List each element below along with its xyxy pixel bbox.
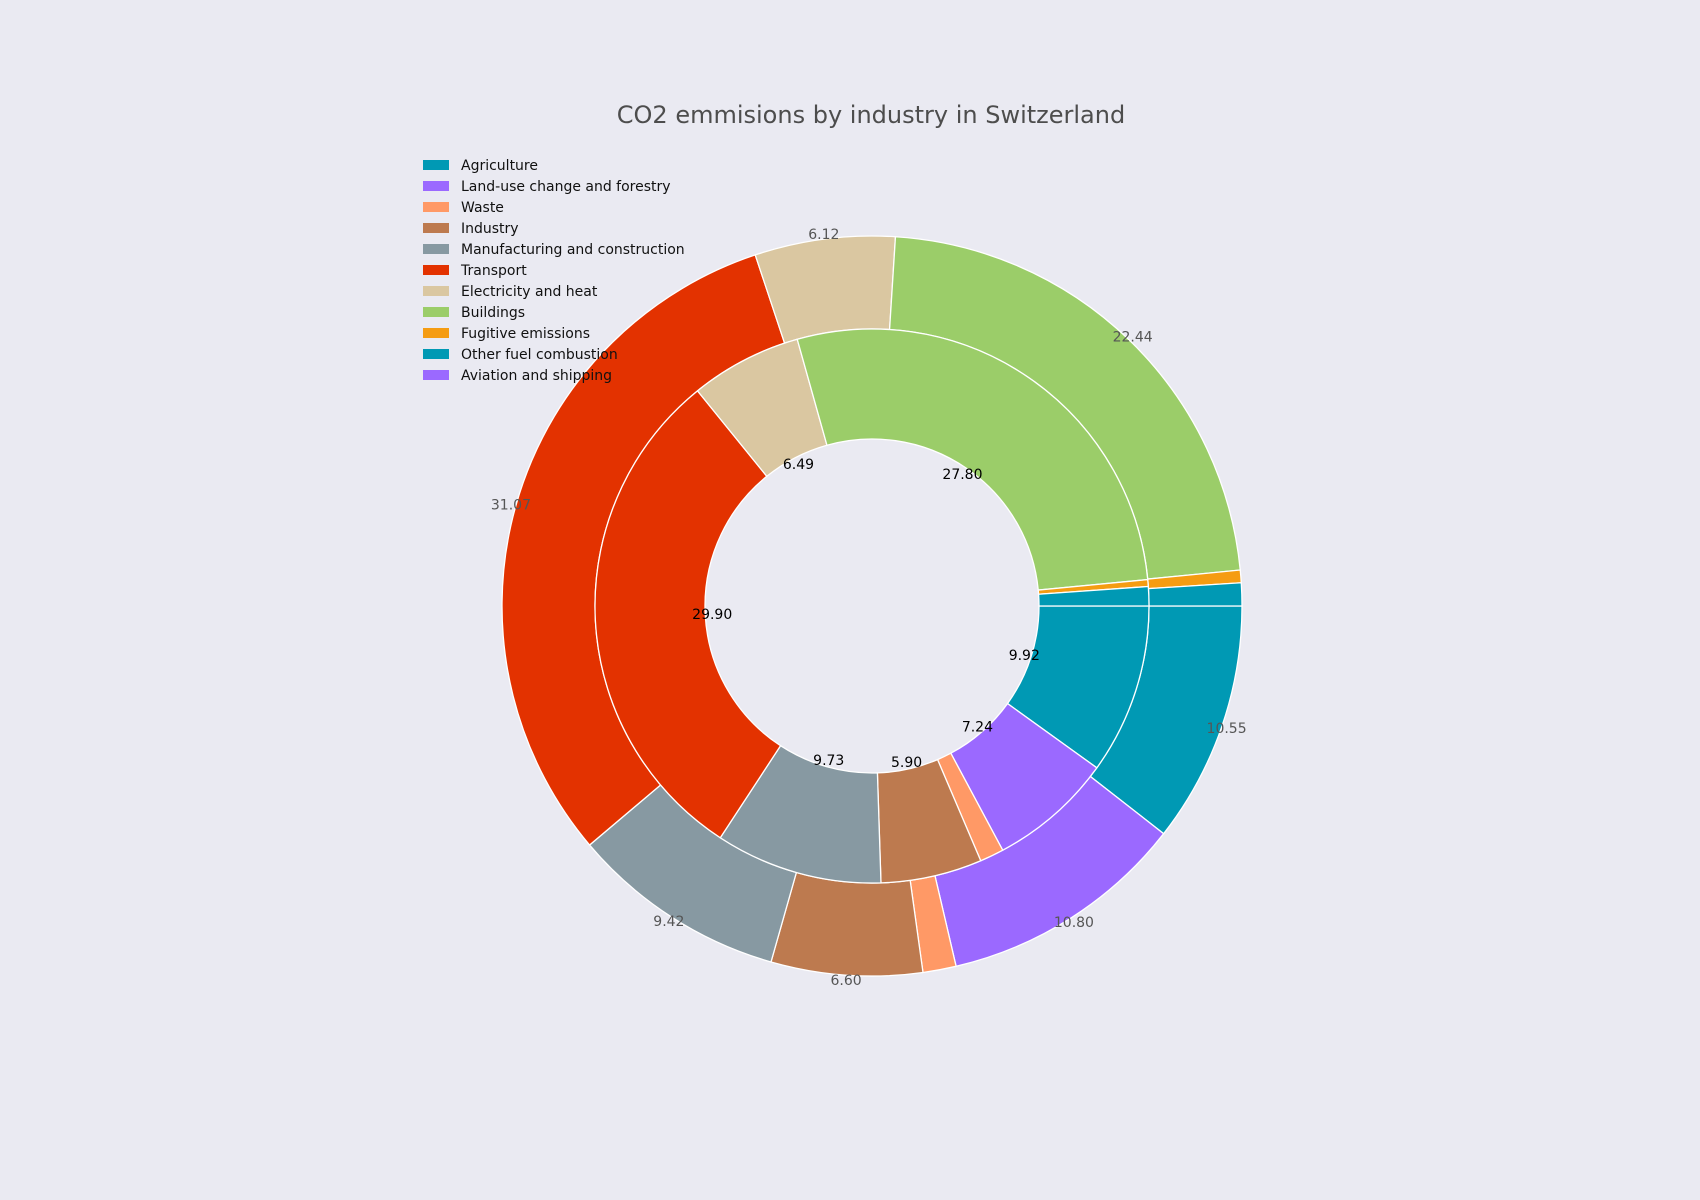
outer-label-industry: 6.60 [831, 973, 862, 989]
legend: Agriculture Land-use change and forestry W… [423, 158, 685, 384]
legend-label-industry: Industry [461, 221, 519, 237]
legend-label-waste: Waste [461, 200, 504, 216]
legend-swatch-buildings [423, 307, 449, 317]
legend-label-land-use-change-and-forestry: Land-use change and forestry [461, 179, 671, 195]
legend-label-transport: Transport [460, 263, 527, 279]
legend-label-electricity-and-heat: Electricity and heat [461, 284, 598, 300]
inner-label-land-use-change-and-forestry: 7.24 [962, 719, 993, 735]
outer-label-land-use-change-and-forestry: 10.80 [1054, 915, 1094, 931]
legend-swatch-aviation-and-shipping [423, 370, 449, 380]
inner-label-electricity-and-heat: 6.49 [783, 457, 814, 473]
outer-label-agriculture: 10.55 [1207, 721, 1247, 737]
outer-label-transport: 31.07 [491, 498, 531, 514]
legend-label-manufacturing-and-construction: Manufacturing and construction [461, 242, 685, 258]
inner-label-transport: 29.90 [692, 607, 732, 623]
legend-label-aviation-and-shipping: Aviation and shipping [461, 368, 612, 384]
legend-swatch-other-fuel-combustion [423, 349, 449, 359]
legend-swatch-agriculture [423, 160, 449, 170]
inner-ring [594, 328, 1150, 884]
inner-slice-other-fuel-combustion [1037, 585, 1150, 607]
legend-swatch-industry [423, 223, 449, 233]
chart-title: CO2 emmisions by industry in Switzerland [617, 101, 1125, 129]
outer-label-manufacturing-and-construction: 9.42 [653, 914, 684, 930]
legend-swatch-waste [423, 202, 449, 212]
outer-label-electricity-and-heat: 6.12 [808, 227, 839, 243]
inner-label-industry: 5.90 [891, 755, 922, 771]
inner-label-manufacturing-and-construction: 9.73 [813, 753, 844, 769]
outer-label-buildings: 22.44 [1113, 329, 1153, 345]
data-labels: 10.55 10.80 6.60 9.42 31.07 6.12 22.44 9.92 7.24… [491, 227, 1247, 989]
inner-label-agriculture: 9.92 [1009, 648, 1040, 664]
legend-swatch-fugitive-emissions [423, 328, 449, 338]
legend-swatch-land-use-change-and-forestry [423, 181, 449, 191]
inner-slice-buildings [796, 328, 1149, 591]
legend-label-fugitive-emissions: Fugitive emissions [461, 326, 590, 342]
inner-slice-transport [594, 389, 782, 839]
legend-label-other-fuel-combustion: Other fuel combustion [461, 347, 618, 363]
outer-slice-industry [770, 871, 924, 977]
inner-label-buildings: 27.80 [942, 467, 982, 483]
legend-swatch-manufacturing-and-construction [423, 244, 449, 254]
legend-swatch-transport [423, 265, 449, 275]
legend-label-buildings: Buildings [461, 305, 525, 321]
legend-label-agriculture: Agriculture [461, 158, 538, 174]
legend-swatch-electricity-and-heat [423, 286, 449, 296]
